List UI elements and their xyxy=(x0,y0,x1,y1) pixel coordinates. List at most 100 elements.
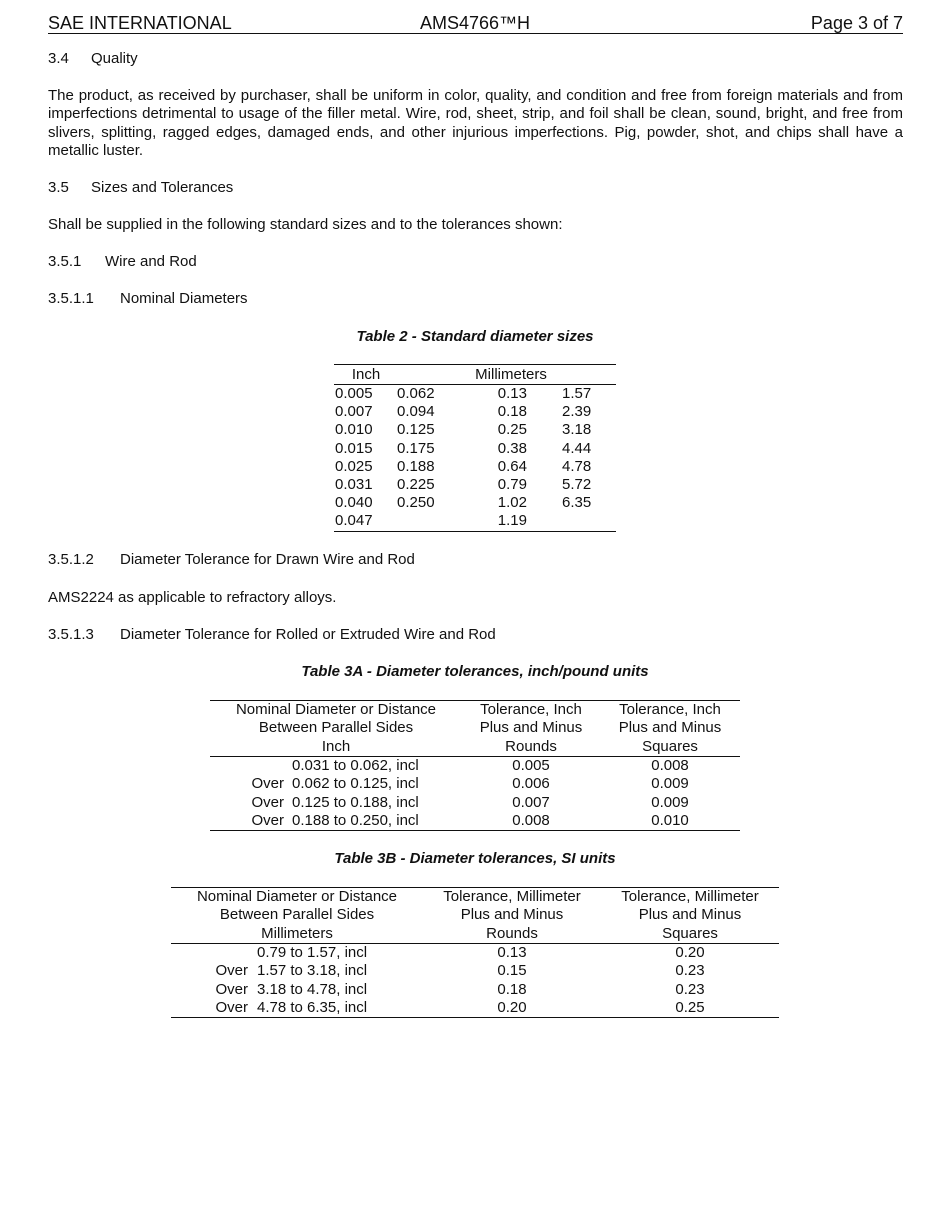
section-3-4-text: The product, as received by purchaser, s… xyxy=(48,87,903,159)
table-cell-mm: 1.02 xyxy=(497,494,527,512)
section-3-5-number: 3.5 xyxy=(48,179,69,196)
table-cell-squares: 0.009 xyxy=(651,793,689,811)
table-cell-squares: 0.23 xyxy=(675,980,705,998)
table-cell-mm: 1.57 xyxy=(562,385,592,402)
table-cell-inch: 0.250 xyxy=(397,494,435,512)
table-cell-range: 0.79 to 1.57, incl xyxy=(257,944,368,961)
table-top-rule xyxy=(210,700,740,701)
table-cell-rounds: 0.006 xyxy=(512,775,550,793)
column-header-line: Tolerance, Millimeter xyxy=(443,888,581,905)
section-3-4-number: 3.4 xyxy=(48,50,69,67)
table-cell-mm: 3.18 xyxy=(562,421,592,439)
table-top-rule xyxy=(334,364,616,365)
table-cell-qualifier: Over xyxy=(215,980,248,998)
table-cell-mm: 0.18 xyxy=(497,403,527,421)
table-bottom-rule xyxy=(171,1017,779,1018)
section-3-5-1-title: Wire and Rod xyxy=(105,253,197,270)
table-cell-mm: 2.39 xyxy=(562,403,592,421)
section-3-5-1-1-number: 3.5.1.1 xyxy=(48,290,94,307)
table-cell-qualifier: Over xyxy=(215,962,248,980)
table-cell-inch: 0.010 xyxy=(335,421,373,439)
column-header-line: Tolerance, Inch xyxy=(619,701,721,718)
table-cell-mm: 1.19 xyxy=(497,512,527,530)
table-cell-inch: 0.062 xyxy=(397,385,435,402)
table-header-rule xyxy=(210,756,740,757)
table-cell-inch: 0.025 xyxy=(335,457,373,475)
table-cell-squares: 0.25 xyxy=(675,998,705,1016)
column-header-line: Nominal Diameter or Distance xyxy=(196,888,398,905)
column-header-line: Between Parallel Sides xyxy=(219,906,375,924)
table-cell-mm: 4.44 xyxy=(562,439,592,457)
table-cell-mm: 0.79 xyxy=(497,476,527,493)
column-header-line: Rounds xyxy=(486,924,538,942)
header-rule xyxy=(48,33,903,34)
column-header-line: Rounds xyxy=(505,737,557,755)
table-cell-range: 0.062 to 0.125, incl xyxy=(292,775,419,793)
table-cell-mm: 0.38 xyxy=(497,439,527,457)
column-header-inch: Inch xyxy=(351,366,381,383)
table-cell-mm: 6.35 xyxy=(562,494,592,512)
table-cell-inch: 0.094 xyxy=(397,403,435,421)
section-3-5-1-3-number: 3.5.1.3 xyxy=(48,626,94,643)
header-org: SAE INTERNATIONAL xyxy=(48,13,232,33)
table-cell-qualifier: Over xyxy=(251,775,284,793)
table-cell-qualifier: Over xyxy=(251,811,284,829)
column-header-line: Between Parallel Sides xyxy=(258,719,414,737)
table-top-rule xyxy=(171,887,779,888)
table-cell-range: 1.57 to 3.18, incl xyxy=(257,962,368,980)
table-cell-squares: 0.23 xyxy=(675,962,705,980)
header-page-number: Page 3 of 7 xyxy=(810,13,903,33)
table-cell-mm: 4.78 xyxy=(562,457,592,475)
table-cell-rounds: 0.20 xyxy=(497,998,527,1016)
section-3-5-1-1-title: Nominal Diameters xyxy=(120,290,248,307)
column-header-line: Tolerance, Inch xyxy=(480,701,582,718)
column-header-line: Plus and Minus xyxy=(638,906,742,924)
section-3-5-1-3-title: Diameter Tolerance for Rolled or Extrude… xyxy=(120,626,496,643)
column-header-line: Inch xyxy=(321,737,351,755)
column-header-line: Squares xyxy=(662,924,718,942)
table-cell-inch: 0.047 xyxy=(335,512,373,530)
table-cell-qualifier: Over xyxy=(251,793,284,811)
table-cell-inch: 0.040 xyxy=(335,494,373,512)
column-header-line: Squares xyxy=(642,737,698,755)
table-2-caption: Table 2 - Standard diameter sizes xyxy=(356,328,594,345)
section-3-5-title: Sizes and Tolerances xyxy=(91,179,234,196)
table-cell-squares: 0.008 xyxy=(651,757,689,774)
section-3-5-1-2-title: Diameter Tolerance for Drawn Wire and Ro… xyxy=(120,551,415,568)
table-bottom-rule xyxy=(210,830,740,831)
section-3-5-1-number: 3.5.1 xyxy=(48,253,82,270)
table-cell-rounds: 0.13 xyxy=(497,944,527,961)
table-cell-squares: 0.009 xyxy=(651,775,689,793)
table-3b-caption: Table 3B - Diameter tolerances, SI units xyxy=(334,850,616,867)
section-3-4-title: Quality xyxy=(91,50,138,67)
section-3-5-1-2-number: 3.5.1.2 xyxy=(48,551,94,568)
section-3-5-text: Shall be supplied in the following stand… xyxy=(48,216,563,233)
column-header-line: Millimeters xyxy=(261,924,333,942)
table-cell-rounds: 0.008 xyxy=(512,811,550,829)
table-cell-qualifier: Over xyxy=(215,998,248,1016)
column-header-line: Plus and Minus xyxy=(460,906,564,924)
table-cell-range: 0.031 to 0.062, incl xyxy=(292,757,419,774)
table-cell-range: 3.18 to 4.78, incl xyxy=(257,980,368,998)
column-header-millimeters: Millimeters xyxy=(475,366,547,383)
section-3-5-1-2-text: AMS2224 as applicable to refractory allo… xyxy=(48,589,337,606)
table-cell-rounds: 0.15 xyxy=(497,962,527,980)
table-cell-squares: 0.20 xyxy=(675,944,705,961)
column-header-line: Plus and Minus xyxy=(618,719,722,737)
table-cell-range: 0.188 to 0.250, incl xyxy=(292,811,419,829)
table-cell-range: 0.125 to 0.188, incl xyxy=(292,793,419,811)
column-header-line: Nominal Diameter or Distance xyxy=(235,701,437,718)
table-cell-rounds: 0.007 xyxy=(512,793,550,811)
table-cell-squares: 0.010 xyxy=(651,811,689,829)
table-cell-inch: 0.005 xyxy=(335,385,373,402)
table-cell-inch: 0.007 xyxy=(335,403,373,421)
table-cell-rounds: 0.18 xyxy=(497,980,527,998)
table-cell-mm: 5.72 xyxy=(562,476,592,493)
table-cell-inch: 0.188 xyxy=(397,457,435,475)
column-header-line: Plus and Minus xyxy=(479,719,583,737)
table-cell-inch: 0.225 xyxy=(397,476,435,493)
table-bottom-rule xyxy=(334,531,616,532)
table-cell-mm: 0.64 xyxy=(497,457,527,475)
column-header-line: Tolerance, Millimeter xyxy=(621,888,759,905)
table-cell-inch: 0.175 xyxy=(397,439,435,457)
